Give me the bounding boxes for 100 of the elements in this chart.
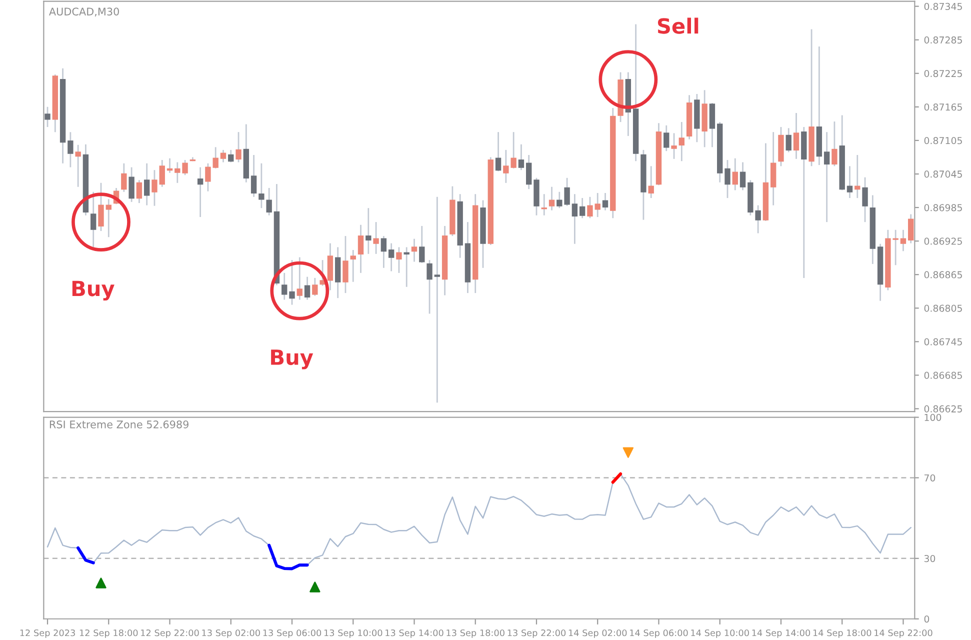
y-tick-label: 100 xyxy=(924,414,942,421)
candlestick xyxy=(258,162,264,209)
candlestick xyxy=(174,162,180,184)
candlestick xyxy=(212,146,218,170)
line-series xyxy=(268,544,309,570)
candlestick xyxy=(846,165,853,199)
candlestick xyxy=(793,112,800,160)
annotation: Buy xyxy=(271,350,314,370)
candlestick xyxy=(602,192,608,212)
candlestick xyxy=(495,131,502,172)
x-tick-label: 12 Sep 2023 xyxy=(20,629,75,638)
x-tick-label: 13 Sep 06:00 xyxy=(263,629,322,638)
candlestick xyxy=(587,196,593,219)
candlestick xyxy=(411,238,418,262)
point xyxy=(622,447,634,458)
y-tick-label: 70 xyxy=(924,474,936,482)
candlestick xyxy=(678,121,684,162)
x-tick-label: 12 Sep 22:00 xyxy=(141,629,199,638)
point xyxy=(96,578,106,588)
candlestick xyxy=(282,272,288,300)
y-tick-label: 0.87105 xyxy=(924,137,962,144)
candlestick xyxy=(526,154,532,190)
candlestick xyxy=(572,193,578,245)
text: AUDCAD,M30 xyxy=(49,8,119,17)
y-tick-label: 0.86625 xyxy=(924,405,962,412)
candlestick xyxy=(159,159,165,188)
x-tick-label: 14 Sep 22:00 xyxy=(874,629,932,638)
x-tick-label: 14 Sep 14:00 xyxy=(752,629,810,638)
candlestick xyxy=(144,162,150,206)
candlestick xyxy=(579,197,586,219)
x-tick-label: 12 Sep 18:00 xyxy=(80,629,138,638)
candlestick xyxy=(404,246,410,288)
candlestick xyxy=(75,144,81,188)
candlestick xyxy=(266,187,272,216)
y-tick-label: 0.86685 xyxy=(924,372,962,379)
candlestick xyxy=(732,158,738,191)
y-tick-label: 0.86805 xyxy=(924,304,962,312)
x-tick-label: 14 Sep 10:00 xyxy=(691,629,749,638)
y-tick-label: 0.86745 xyxy=(924,338,962,346)
y-tick-label: 0.86865 xyxy=(924,271,962,278)
candlestick xyxy=(205,162,211,192)
candlestick xyxy=(236,131,242,163)
x-tick-label: 14 Sep 02:00 xyxy=(568,629,627,638)
candlestick xyxy=(304,276,310,300)
y-tick-label: 0.87165 xyxy=(924,103,962,111)
x-tick-label: 14 Sep 06:00 xyxy=(630,629,688,638)
x-tick-label: 13 Sep 02:00 xyxy=(202,629,260,638)
y-tick-label: 30 xyxy=(924,554,936,562)
candlestick xyxy=(342,235,348,294)
candlestick xyxy=(396,246,402,274)
candlestick xyxy=(250,154,257,198)
y-tick-label: 0.87045 xyxy=(924,170,962,178)
candlestick xyxy=(128,166,134,203)
candlestick xyxy=(358,224,364,274)
candlestick xyxy=(136,179,142,204)
x-tick-label: 13 Sep 22:00 xyxy=(508,629,566,638)
x-tick-label: 13 Sep 14:00 xyxy=(386,629,444,638)
candlestick xyxy=(166,158,173,174)
candlestick xyxy=(671,132,677,160)
x-tick-label: 13 Sep 10:00 xyxy=(324,629,382,638)
y-tick-label: 0.87285 xyxy=(924,36,962,44)
candlestick xyxy=(419,225,425,264)
candlestick xyxy=(197,166,204,218)
candlestick xyxy=(832,120,838,167)
candlestick xyxy=(366,207,372,255)
y-tick-label: 0.86985 xyxy=(924,204,962,212)
candlestick xyxy=(786,127,792,153)
annotation: Sell xyxy=(658,18,698,34)
candlestick xyxy=(434,196,440,404)
candlestick xyxy=(664,124,670,152)
candlestick xyxy=(388,242,394,272)
candlestick xyxy=(824,131,830,223)
candlestick xyxy=(373,221,379,255)
chart-title: RSI Extreme Zone 52.6989 xyxy=(50,420,188,428)
point xyxy=(310,582,320,592)
x-tick-label: 13 Sep 18:00 xyxy=(446,629,504,638)
candlestick xyxy=(541,193,547,216)
candlestick xyxy=(724,159,730,199)
candlestick xyxy=(68,131,74,168)
candlestick xyxy=(182,159,188,176)
candlestick xyxy=(854,154,860,199)
candlestick xyxy=(312,277,318,297)
candlestick xyxy=(770,131,776,206)
candlestick xyxy=(518,144,524,171)
candlestick xyxy=(740,162,746,191)
candlestick xyxy=(900,229,906,252)
candlestick xyxy=(380,235,387,269)
candlestick xyxy=(121,162,127,193)
candlestick xyxy=(862,176,868,223)
candlestick xyxy=(320,259,326,286)
candlestick xyxy=(648,165,654,199)
candlestick xyxy=(594,192,600,218)
candlestick xyxy=(350,249,356,283)
candlestick xyxy=(152,169,158,207)
candlestick xyxy=(548,186,555,212)
x-tick-label: 14 Sep 18:00 xyxy=(813,629,872,638)
candlestick xyxy=(426,259,432,314)
candlestick xyxy=(106,198,112,238)
y-tick-label: 0 xyxy=(924,615,930,623)
annotation: Buy xyxy=(72,280,114,301)
